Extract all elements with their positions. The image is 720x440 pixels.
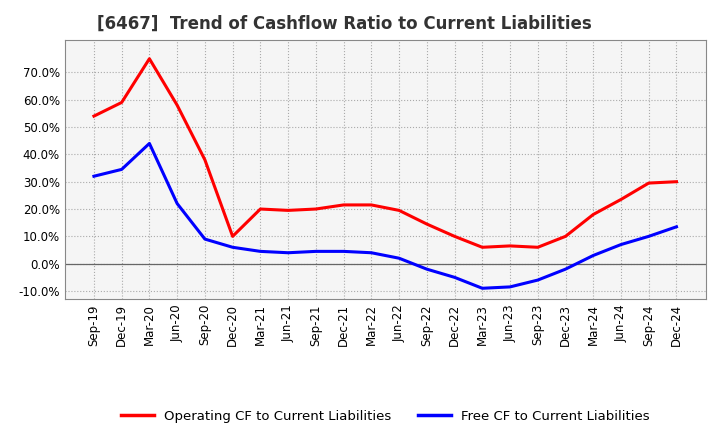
Free CF to Current Liabilities [616, 242, 625, 247]
Operating CF to Current Liabilities [367, 202, 376, 208]
Free CF to Current Liabilities [312, 249, 320, 254]
Free CF to Current Liabilities [589, 253, 598, 258]
Free CF to Current Liabilities [89, 174, 98, 179]
Free CF to Current Liabilities [644, 234, 653, 239]
Free CF to Current Liabilities [228, 245, 237, 250]
Legend: Operating CF to Current Liabilities, Free CF to Current Liabilities: Operating CF to Current Liabilities, Fre… [115, 404, 655, 428]
Free CF to Current Liabilities [173, 201, 181, 206]
Operating CF to Current Liabilities [534, 245, 542, 250]
Operating CF to Current Liabilities [423, 221, 431, 227]
Operating CF to Current Liabilities [228, 234, 237, 239]
Line: Operating CF to Current Liabilities: Operating CF to Current Liabilities [94, 59, 677, 247]
Operating CF to Current Liabilities [339, 202, 348, 208]
Operating CF to Current Liabilities [173, 103, 181, 108]
Free CF to Current Liabilities [395, 256, 403, 261]
Free CF to Current Liabilities [145, 141, 154, 146]
Text: [6467]  Trend of Cashflow Ratio to Current Liabilities: [6467] Trend of Cashflow Ratio to Curren… [96, 15, 592, 33]
Operating CF to Current Liabilities [478, 245, 487, 250]
Operating CF to Current Liabilities [672, 179, 681, 184]
Line: Free CF to Current Liabilities: Free CF to Current Liabilities [94, 143, 677, 288]
Free CF to Current Liabilities [450, 275, 459, 280]
Operating CF to Current Liabilities [284, 208, 292, 213]
Operating CF to Current Liabilities [505, 243, 514, 249]
Free CF to Current Liabilities [339, 249, 348, 254]
Free CF to Current Liabilities [367, 250, 376, 255]
Operating CF to Current Liabilities [616, 197, 625, 202]
Operating CF to Current Liabilities [395, 208, 403, 213]
Operating CF to Current Liabilities [89, 114, 98, 119]
Free CF to Current Liabilities [256, 249, 265, 254]
Free CF to Current Liabilities [561, 267, 570, 272]
Operating CF to Current Liabilities [589, 212, 598, 217]
Free CF to Current Liabilities [478, 286, 487, 291]
Free CF to Current Liabilities [505, 284, 514, 290]
Operating CF to Current Liabilities [145, 56, 154, 61]
Free CF to Current Liabilities [423, 267, 431, 272]
Operating CF to Current Liabilities [450, 234, 459, 239]
Operating CF to Current Liabilities [312, 206, 320, 212]
Operating CF to Current Liabilities [117, 100, 126, 105]
Free CF to Current Liabilities [284, 250, 292, 255]
Free CF to Current Liabilities [672, 224, 681, 229]
Free CF to Current Liabilities [534, 278, 542, 283]
Free CF to Current Liabilities [117, 167, 126, 172]
Free CF to Current Liabilities [201, 236, 210, 242]
Operating CF to Current Liabilities [644, 180, 653, 186]
Operating CF to Current Liabilities [256, 206, 265, 212]
Operating CF to Current Liabilities [201, 157, 210, 162]
Operating CF to Current Liabilities [561, 234, 570, 239]
